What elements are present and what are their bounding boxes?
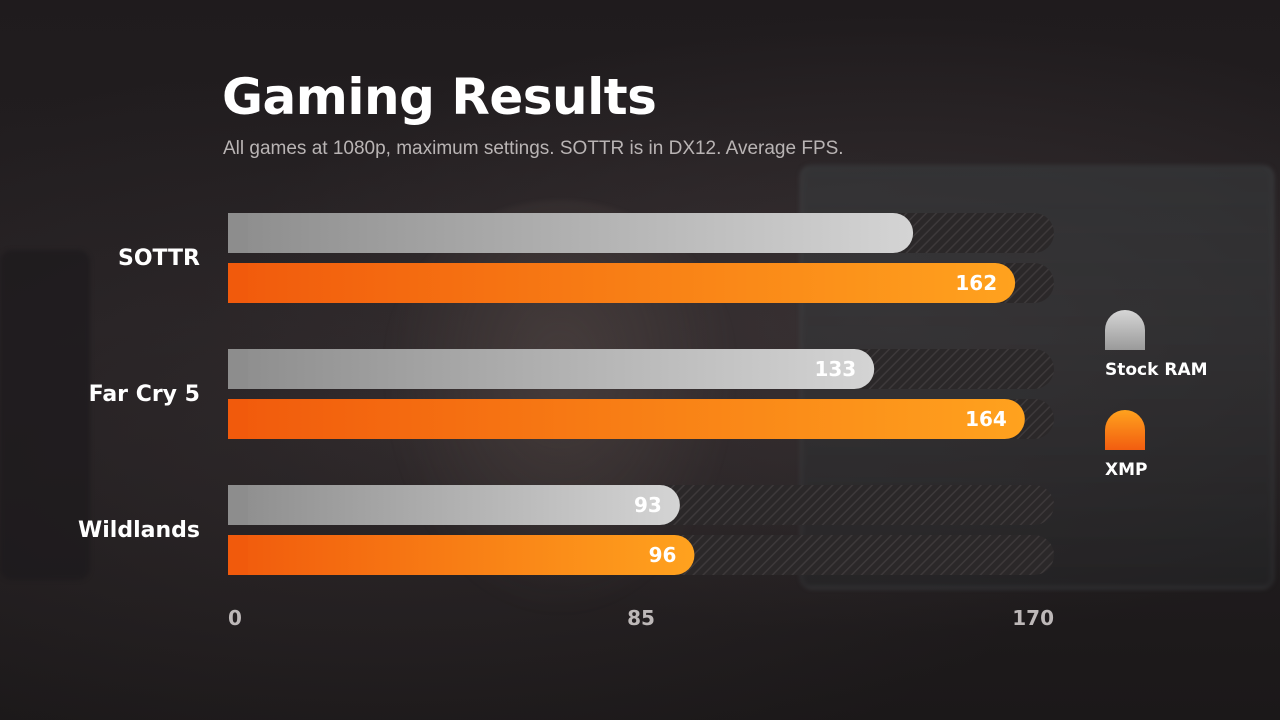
value-label: 96	[649, 543, 677, 567]
bar-stock-ram-wildlands	[228, 485, 680, 525]
x-tick-label: 0	[228, 606, 242, 630]
value-label: 162	[955, 271, 997, 295]
category-label: Wildlands	[78, 518, 200, 543]
bar-cap	[228, 263, 248, 303]
bar-xmp-sottr	[228, 263, 1016, 303]
legend-item-xmp: XMP	[1105, 410, 1147, 480]
bar-group-sottr: SOTTR 162	[118, 213, 1054, 303]
bar-cap	[228, 349, 248, 389]
x-axis: 0 85 170	[228, 606, 1054, 630]
bar-group-far-cry-5: Far Cry 5 133 164	[89, 349, 1054, 439]
plot-area: SOTTR 162 Far Cry 5 133 164 Wildlands 93 96	[78, 213, 1054, 575]
value-label: 93	[634, 493, 662, 517]
bar-xmp-wildlands	[228, 535, 695, 575]
bar-stock-ram-sottr	[228, 213, 914, 253]
bar-cap	[228, 399, 248, 439]
value-label: 164	[965, 407, 1007, 431]
category-label: Far Cry 5	[89, 382, 200, 407]
legend-item-stock-ram: Stock RAM	[1105, 310, 1208, 380]
category-label: SOTTR	[118, 246, 200, 271]
bar-xmp-far-cry-5	[228, 399, 1025, 439]
legend-swatch	[1105, 410, 1145, 450]
bar-cap	[228, 213, 248, 253]
chart-subtitle: All games at 1080p, maximum settings. SO…	[223, 138, 844, 159]
value-label: 133	[814, 357, 856, 381]
background-shelf	[0, 250, 90, 580]
x-tick-label: 170	[1012, 606, 1054, 630]
legend-label: XMP	[1105, 460, 1147, 480]
x-tick-label: 85	[627, 606, 655, 630]
bar-stock-ram-far-cry-5	[228, 349, 875, 389]
chart-title: Gaming Results	[222, 68, 657, 126]
bar-cap	[228, 535, 248, 575]
legend-label: Stock RAM	[1105, 360, 1208, 380]
bar-group-wildlands: Wildlands 93 96	[78, 485, 1054, 575]
legend-swatch	[1105, 310, 1145, 350]
legend: Stock RAM XMP	[1105, 310, 1208, 480]
bar-cap	[228, 485, 248, 525]
